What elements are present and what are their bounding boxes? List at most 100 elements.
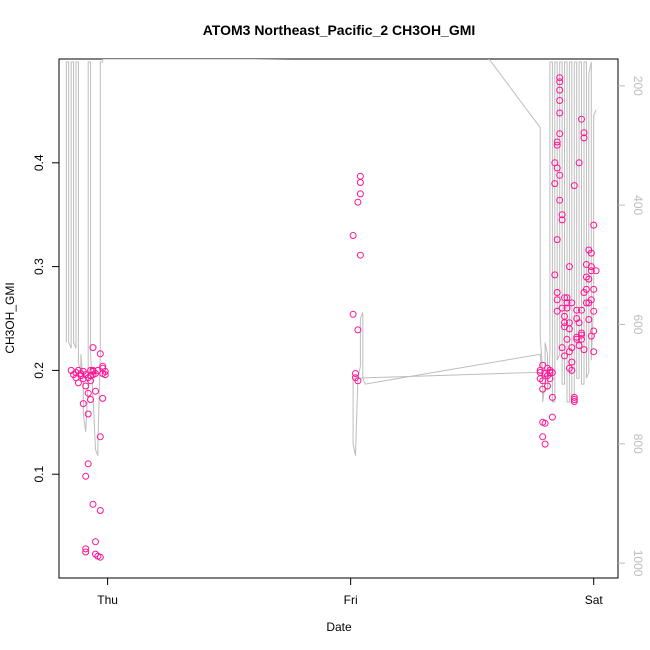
y-tick-label: 0.2 [32,362,46,379]
x-axis: Thu Fri Sat [97,578,603,607]
ch3oh-points [67,74,600,561]
data-point [92,387,99,395]
data-point [578,329,585,337]
pressure-line-path [65,59,597,456]
data-point [558,216,566,224]
data-point [568,366,576,374]
data-point [356,179,364,186]
data-point [82,472,90,480]
data-point [563,299,571,307]
data-point [96,553,104,561]
data-point [575,319,583,327]
data-point [578,115,585,123]
data-point [548,393,556,401]
data-point [94,366,102,374]
y2-tick-label: 800 [631,434,645,454]
data-point [556,78,564,86]
data-point [99,394,107,402]
y2-axis: 200 400 600 800 1000 [618,76,645,577]
data-point [82,548,90,556]
data-point [354,326,362,334]
data-point [590,307,598,315]
data-point [558,344,566,352]
data-point [587,332,595,340]
data-point [548,369,556,376]
y-tick-label: 0.3 [32,258,46,275]
data-point [570,393,578,401]
data-point [573,335,581,343]
data-point [101,371,109,379]
y-axis: 0.1 0.2 0.3 0.4 [32,154,59,483]
data-point [539,361,547,369]
data-point [356,172,364,180]
x-tick-label: Fri [344,593,358,607]
data-point [541,440,549,448]
data-point [558,304,566,312]
data-point [539,385,547,393]
data-point [82,545,90,553]
data-point [541,419,549,427]
data-point [354,198,362,206]
data-point [592,267,600,275]
data-point [590,221,598,229]
data-point [568,358,576,366]
data-point [556,130,564,138]
data-point [82,382,90,390]
data-point [87,377,95,385]
data-point [556,86,564,94]
data-point [89,500,97,508]
y-axis-label: CH3OH_GMI [3,282,17,353]
data-point [84,389,92,397]
data-point [553,307,561,315]
data-point [553,138,561,146]
data-point [570,396,578,403]
data-point [352,370,359,377]
data-point [84,460,92,468]
data-point [582,285,590,293]
data-point [551,271,559,279]
data-point [553,296,561,304]
y-tick-label: 0.1 [32,466,46,483]
data-point [84,410,92,418]
data-point [553,236,561,244]
data-point [539,433,547,441]
data-point [565,263,573,271]
data-point [563,304,571,312]
data-point [354,377,362,385]
data-point [570,398,578,405]
y2-tick-label: 400 [631,195,645,215]
data-point [585,275,593,283]
data-point [587,263,595,271]
data-point [349,232,357,239]
plot-frame [58,58,619,579]
data-point [556,171,564,179]
data-point [580,134,588,142]
data-point [539,377,547,385]
data-point [575,342,583,349]
data-point [568,344,576,352]
data-point [556,74,564,82]
data-point [79,400,87,408]
data-point [587,267,595,275]
data-point [548,413,556,421]
data-point [556,109,564,117]
data-point [553,164,561,172]
data-point [587,296,595,304]
data-point [580,129,588,137]
data-point [546,375,554,383]
data-point [556,97,564,104]
data-point [96,433,104,441]
data-point [590,348,598,356]
data-point [87,396,95,403]
y2-tick-label: 200 [631,76,645,96]
data-point [582,299,590,307]
data-point [544,382,551,390]
data-point [96,350,104,358]
x-tick-label: Sat [585,593,604,607]
chart-title: ATOM3 Northeast_Pacific_2 CH3OH_GMI [203,22,476,38]
data-point [587,249,595,257]
data-point [575,159,583,167]
y2-tick-label: 1000 [631,550,645,577]
data-point [96,507,104,514]
